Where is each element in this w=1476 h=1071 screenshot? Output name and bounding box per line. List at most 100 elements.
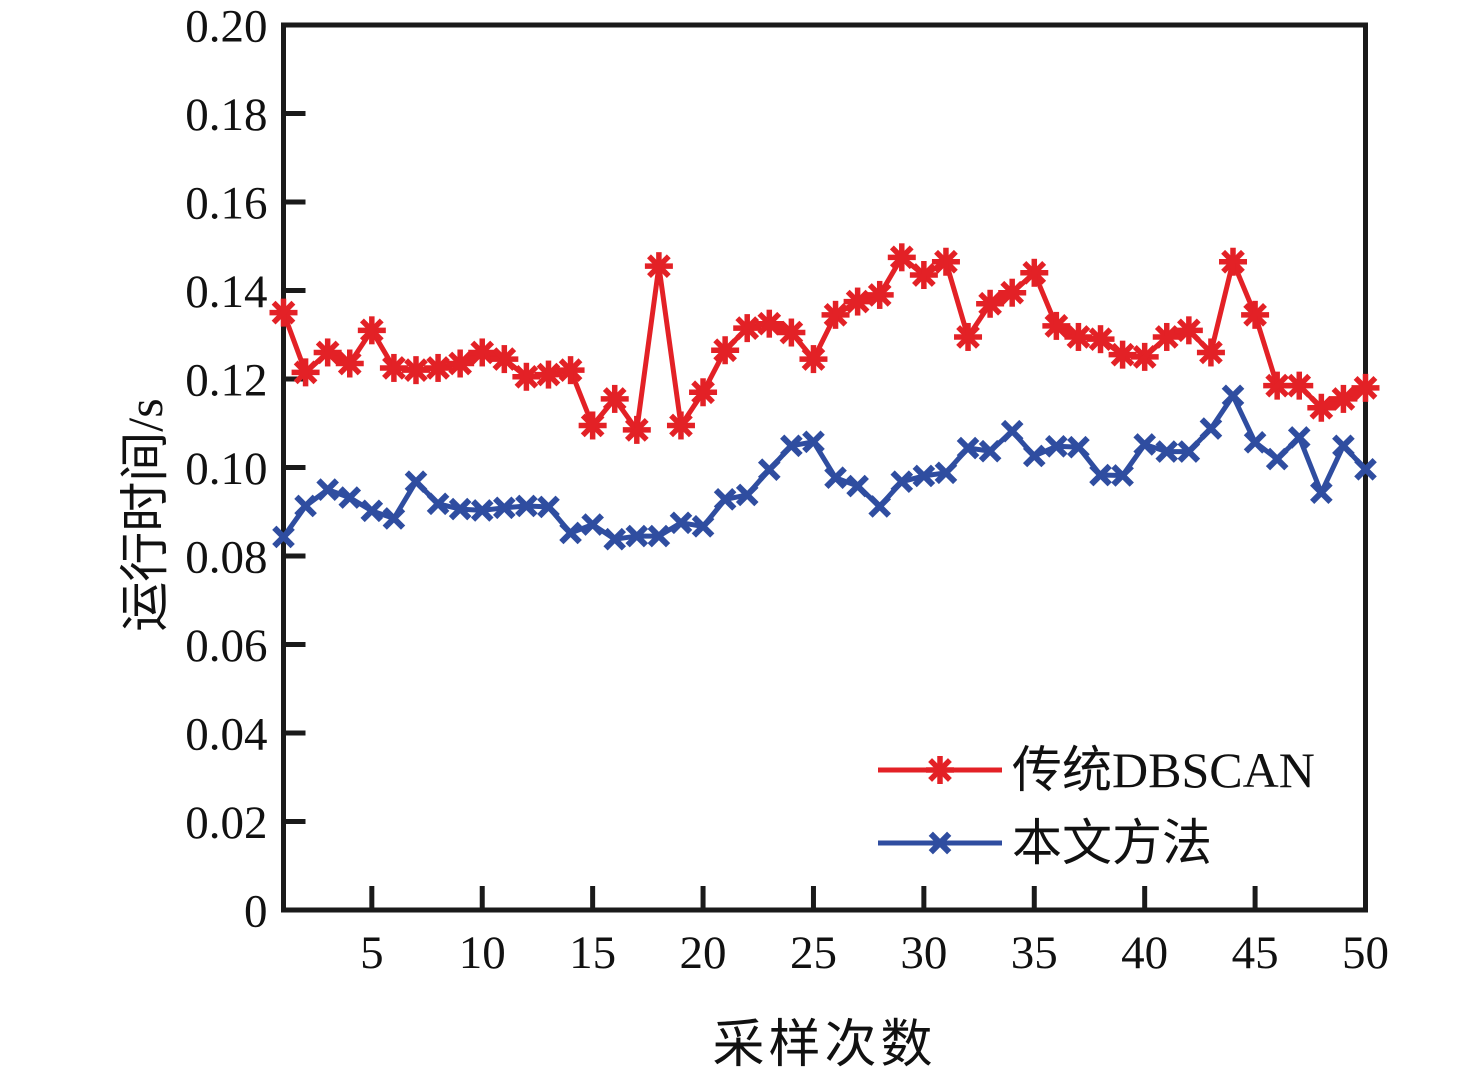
data-point-marker xyxy=(1354,457,1377,481)
data-point-marker xyxy=(843,287,872,316)
y-tick-label: 0.14 xyxy=(185,266,267,318)
y-tick-label: 0.02 xyxy=(185,797,267,849)
data-point-marker xyxy=(802,430,825,454)
data-point-marker xyxy=(1219,247,1248,276)
x-tick-label: 25 xyxy=(790,927,837,979)
y-tick-label: 0.08 xyxy=(185,532,267,584)
data-point-marker xyxy=(1241,300,1270,329)
data-point-marker xyxy=(559,521,582,545)
x-tick-label: 5 xyxy=(360,927,384,979)
data-point-marker xyxy=(1130,342,1159,371)
data-point-marker xyxy=(733,314,762,343)
dbscan-series xyxy=(269,243,1380,444)
axes: 0 0.02 0.04 0.06 0.08 0.10 0.12 0.14 0.16 0.18 0.2… xyxy=(185,1,1389,980)
data-point-marker xyxy=(1020,258,1049,287)
data-point-marker xyxy=(1285,371,1314,400)
x-tick-label: 35 xyxy=(1011,927,1058,979)
data-point-marker xyxy=(711,336,740,365)
data-point-marker xyxy=(1329,384,1358,413)
data-point-marker xyxy=(603,527,627,551)
x-axis-title: 采样次数 xyxy=(712,1017,937,1071)
data-point-marker xyxy=(780,434,803,458)
data-point-marker xyxy=(757,458,781,482)
data-point-marker xyxy=(1155,440,1179,463)
data-point-marker xyxy=(1287,426,1311,449)
y-tick-label: 0.06 xyxy=(185,620,267,672)
data-point-marker xyxy=(313,338,342,367)
data-point-marker xyxy=(713,488,737,511)
proposed-method-series xyxy=(272,384,1377,551)
data-point-marker xyxy=(1307,393,1336,422)
data-point-marker xyxy=(291,358,320,387)
data-point-marker xyxy=(777,318,806,347)
x-tick-label: 40 xyxy=(1121,927,1168,979)
data-point-marker xyxy=(534,360,563,389)
data-point-marker xyxy=(424,353,453,382)
data-point-marker xyxy=(1332,434,1355,458)
data-point-marker xyxy=(470,499,494,522)
data-point-marker xyxy=(909,261,938,290)
data-point-marker xyxy=(338,486,362,509)
proposed-method-series-line xyxy=(281,393,1368,542)
data-point-marker xyxy=(335,349,364,378)
data-point-marker xyxy=(735,483,759,507)
data-point-marker xyxy=(448,497,472,521)
x-tick-label: 50 xyxy=(1342,927,1389,979)
data-point-marker xyxy=(865,280,894,309)
y-axis-title: 运行时间/s xyxy=(117,398,173,632)
data-series xyxy=(269,243,1380,551)
data-point-marker xyxy=(1177,440,1201,463)
data-point-marker xyxy=(887,243,916,272)
data-point-marker xyxy=(622,415,651,444)
data-point-marker xyxy=(1174,316,1203,345)
data-point-marker xyxy=(1086,325,1115,354)
data-point-marker xyxy=(468,338,497,367)
y-tick-label: 0.18 xyxy=(185,89,267,141)
legend-label-proposed-method: 本文方法 xyxy=(1012,815,1212,871)
legend: 传统DBSCAN 本文方法 xyxy=(878,737,1315,876)
data-point-marker xyxy=(269,298,298,327)
data-point-marker xyxy=(928,831,952,855)
legend-line-x-marker-icon xyxy=(878,831,1002,855)
data-point-marker xyxy=(934,461,958,485)
data-point-marker xyxy=(868,495,892,518)
data-point-marker xyxy=(294,494,317,518)
data-point-marker xyxy=(644,252,673,281)
x-tick-label: 30 xyxy=(900,927,947,979)
data-point-marker xyxy=(515,494,538,518)
data-point-marker xyxy=(926,756,954,784)
data-point-marker xyxy=(912,464,936,488)
data-point-marker xyxy=(1152,322,1181,351)
data-point-marker xyxy=(1000,419,1024,443)
data-point-marker xyxy=(647,524,671,548)
legend-line-asterisk-icon xyxy=(878,756,1002,784)
data-point-marker xyxy=(556,356,585,385)
y-tick-label: 0.20 xyxy=(185,1,267,53)
x-tick-label: 10 xyxy=(459,927,506,979)
data-point-marker xyxy=(799,345,828,374)
data-point-marker xyxy=(1089,463,1112,487)
data-point-marker xyxy=(821,300,850,329)
data-point-marker xyxy=(382,507,406,530)
data-point-marker xyxy=(578,411,607,440)
x-tick-label: 15 xyxy=(569,927,616,979)
data-point-marker xyxy=(600,384,629,413)
data-point-marker xyxy=(1111,464,1134,487)
data-point-marker xyxy=(666,411,695,440)
data-point-marker xyxy=(1310,481,1333,505)
data-point-marker xyxy=(360,499,384,523)
data-point-marker xyxy=(1351,373,1380,402)
y-tick-label: 0.10 xyxy=(185,443,267,495)
legend-entry-proposed-method: 本文方法 xyxy=(878,810,1315,876)
data-point-marker xyxy=(976,289,1005,318)
data-point-marker xyxy=(824,466,847,489)
data-point-marker xyxy=(1196,338,1225,367)
data-point-marker xyxy=(978,439,1002,463)
data-point-marker xyxy=(998,278,1027,307)
data-point-marker xyxy=(493,496,516,520)
legend-entry-dbscan: 传统DBSCAN xyxy=(878,737,1315,803)
data-point-marker xyxy=(272,525,295,549)
data-point-marker xyxy=(689,378,718,407)
